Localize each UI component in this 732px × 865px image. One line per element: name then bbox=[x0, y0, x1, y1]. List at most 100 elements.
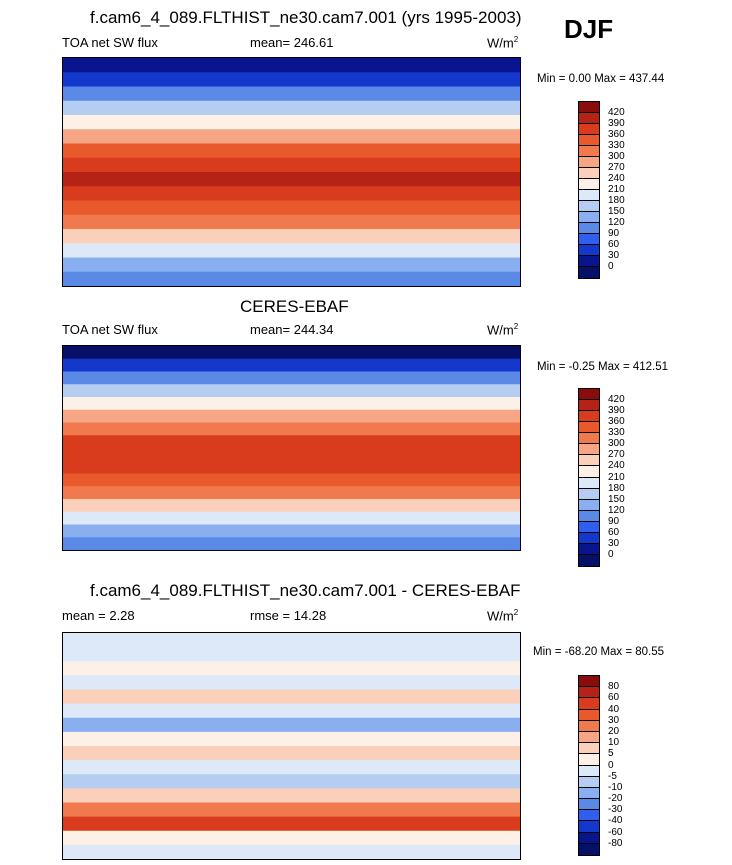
colorbar-tick-label: -30 bbox=[608, 804, 623, 816]
colorbar-tick-label: 60 bbox=[608, 692, 620, 704]
colorbar-segment bbox=[579, 687, 599, 699]
colorbar-segment bbox=[579, 124, 599, 135]
colorbar-tick-label: 270 bbox=[608, 449, 625, 461]
panel2-title: CERES-EBAF bbox=[240, 297, 349, 316]
colorbar-segment bbox=[579, 256, 599, 267]
colorbar-tick-label: 240 bbox=[608, 460, 625, 472]
panel2-heatmap bbox=[63, 346, 520, 550]
colorbar-segment bbox=[579, 455, 599, 467]
heatmap-band bbox=[63, 760, 520, 775]
heatmap-band bbox=[63, 830, 520, 846]
colorbar-tick-label: -80 bbox=[608, 837, 623, 849]
heatmap-band bbox=[63, 537, 520, 550]
colorbar-tick-label: 30 bbox=[608, 537, 620, 549]
colorbar-segment bbox=[579, 113, 599, 124]
panel1-title: f.cam6_4_089.FLTHIST_ne30.cam7.001 (yrs … bbox=[90, 8, 522, 27]
heatmap-band bbox=[63, 172, 520, 187]
heatmap-band bbox=[63, 397, 520, 411]
colorbar-tick-label: 0 bbox=[608, 759, 614, 771]
heatmap-band bbox=[63, 72, 520, 88]
heatmap-band bbox=[63, 647, 520, 662]
colorbar-tick-label: 0 bbox=[608, 261, 614, 272]
colorbar-segment bbox=[579, 731, 599, 744]
colorbar-segment bbox=[579, 400, 599, 412]
colorbar-segment bbox=[579, 146, 599, 157]
heatmap-band bbox=[63, 774, 520, 789]
panel1-minmax: Min = 0.00 Max = 437.44 bbox=[537, 73, 665, 85]
colorbar-segment bbox=[579, 720, 599, 732]
colorbar-segment bbox=[579, 168, 599, 179]
colorbar-tick-label: 5 bbox=[608, 748, 614, 760]
colorbar-segment bbox=[579, 832, 599, 844]
colorbar-tick-label: 10 bbox=[608, 737, 620, 749]
colorbar-tick-label: 180 bbox=[608, 195, 625, 206]
heatmap-band bbox=[63, 358, 520, 373]
heatmap-band bbox=[63, 346, 520, 360]
panel3-mean-label: mean = 2.28 bbox=[62, 608, 135, 623]
heatmap-band bbox=[63, 486, 520, 500]
colorbar-tick-label: 30 bbox=[608, 714, 620, 726]
colorbar-tick-label: 30 bbox=[608, 250, 620, 261]
colorbar-tick-label: -10 bbox=[608, 781, 623, 793]
heatmap-band bbox=[63, 229, 520, 244]
colorbar-tick-label: 40 bbox=[608, 703, 620, 715]
colorbar-segment bbox=[579, 488, 599, 500]
colorbar-tick-label: -40 bbox=[608, 815, 623, 827]
colorbar-tick-label: 420 bbox=[608, 394, 625, 406]
heatmap-band bbox=[63, 243, 520, 259]
colorbar-tick-label: 120 bbox=[608, 504, 625, 516]
heatmap-band bbox=[63, 271, 520, 286]
colorbar-segment bbox=[579, 810, 599, 822]
heatmap-band bbox=[63, 460, 520, 475]
colorbar-tick-label: 60 bbox=[608, 239, 620, 250]
heatmap-band bbox=[63, 384, 520, 398]
panel3-colorbar bbox=[578, 675, 600, 856]
colorbar-segment bbox=[579, 444, 599, 456]
colorbar-tick-label: 390 bbox=[608, 405, 625, 417]
colorbar-tick-label: 150 bbox=[608, 206, 625, 217]
colorbar-tick-label: -60 bbox=[608, 826, 623, 838]
colorbar-tick-label: 80 bbox=[608, 681, 620, 693]
heatmap-band bbox=[63, 86, 520, 102]
colorbar-tick-label: 90 bbox=[608, 228, 620, 239]
heatmap-band bbox=[63, 186, 520, 202]
heatmap-band bbox=[63, 731, 520, 747]
heatmap-band bbox=[63, 435, 520, 449]
colorbar-segment bbox=[579, 245, 599, 256]
colorbar-segment bbox=[579, 821, 599, 833]
heatmap-band bbox=[63, 511, 520, 526]
heatmap-band bbox=[63, 115, 520, 130]
panel1-units: W/m2 bbox=[487, 35, 519, 51]
season-label: DJF bbox=[564, 14, 614, 44]
panel1-map bbox=[62, 57, 521, 287]
panel2-colorbar bbox=[578, 388, 600, 567]
colorbar-segment bbox=[579, 843, 599, 855]
colorbar-tick-label: 180 bbox=[608, 482, 625, 494]
colorbar-tick-label: -5 bbox=[608, 770, 617, 782]
panel1-heatmap bbox=[63, 58, 520, 286]
colorbar-segment bbox=[579, 234, 599, 245]
colorbar-tick-label: 120 bbox=[608, 217, 625, 228]
colorbar-tick-label: 90 bbox=[608, 515, 620, 527]
heatmap-band bbox=[63, 844, 520, 859]
heatmap-band bbox=[63, 422, 520, 436]
colorbar-segment bbox=[579, 543, 599, 555]
colorbar-segment bbox=[579, 776, 599, 788]
heatmap-band bbox=[63, 448, 520, 462]
panel1-colorbar bbox=[578, 101, 600, 279]
heatmap-band bbox=[63, 257, 520, 273]
colorbar-segment bbox=[579, 411, 599, 423]
colorbar-tick-label: 360 bbox=[608, 129, 625, 140]
colorbar-tick-label: 420 bbox=[608, 107, 625, 118]
colorbar-segment bbox=[579, 743, 599, 755]
panel1-variable-label: TOA net SW flux bbox=[62, 35, 158, 50]
heatmap-band bbox=[63, 200, 520, 216]
colorbar-tick-label: 240 bbox=[608, 173, 625, 184]
heatmap-band bbox=[63, 633, 520, 648]
heatmap-band bbox=[63, 157, 520, 173]
colorbar-segment bbox=[579, 799, 599, 811]
colorbar-segment bbox=[579, 709, 599, 721]
colorbar-segment bbox=[579, 499, 599, 511]
panel2-mean-label: mean= 244.34 bbox=[250, 322, 334, 337]
colorbar-tick-label: 360 bbox=[608, 416, 625, 428]
